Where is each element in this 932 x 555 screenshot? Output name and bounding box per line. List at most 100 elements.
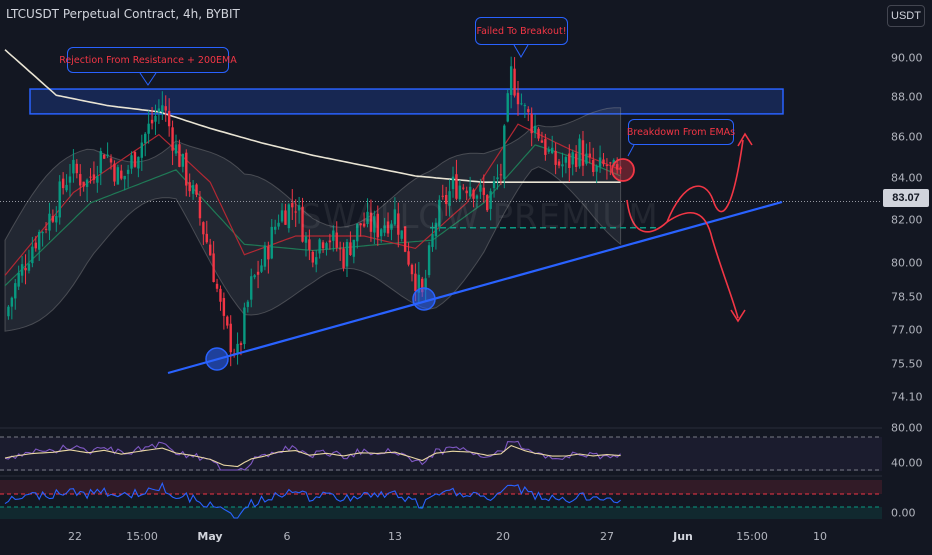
breakdown-callout[interactable]: Breakdown From EMAs	[627, 119, 735, 145]
candle-body	[557, 161, 561, 166]
candle-body	[263, 245, 267, 267]
rsi-band	[0, 437, 882, 471]
candle-body	[332, 230, 335, 241]
candle-body	[68, 176, 72, 183]
candle-body	[458, 185, 462, 200]
candle-body	[475, 195, 479, 199]
price-tick: 82.00	[891, 213, 923, 227]
candle-body	[270, 226, 273, 259]
candle-body	[31, 246, 34, 264]
candle-body	[116, 167, 120, 185]
currency-button[interactable]: USDT	[887, 5, 925, 27]
candle-body	[161, 105, 164, 112]
chart-title: LTCUSDT Perpetual Contract, 4h, BYBIT	[6, 7, 240, 21]
candle-body	[486, 195, 489, 211]
rejection-callout[interactable]: Rejection From Resistance + 200EMA	[59, 47, 237, 73]
trendline-layer	[167, 158, 783, 375]
candle-body	[14, 283, 17, 299]
candle-body	[315, 257, 318, 265]
candle-body	[468, 186, 472, 197]
candle-body	[410, 264, 414, 275]
candle-body	[205, 233, 208, 243]
candle-body	[167, 110, 171, 127]
candle-body	[609, 162, 612, 164]
last-price-label: 83.07	[883, 189, 929, 207]
candle-body	[181, 153, 185, 167]
candle-body	[150, 119, 154, 124]
candle-body	[243, 307, 246, 345]
candle-body	[424, 278, 427, 291]
bearish-projection-path	[666, 212, 739, 319]
candle-body	[349, 242, 352, 255]
candle-body	[585, 153, 588, 164]
candle-body	[462, 187, 465, 189]
oscillator-tick: 80.00	[891, 421, 923, 435]
candle-body	[537, 128, 540, 139]
failed-pointer	[513, 44, 529, 58]
candle-body	[516, 92, 520, 105]
candle-body	[465, 190, 468, 194]
price-tick: 88.00	[891, 90, 923, 104]
candle-body	[568, 153, 571, 169]
candle-body	[359, 223, 362, 226]
candle-body	[260, 265, 263, 272]
candle-body	[267, 246, 270, 260]
candle-body	[438, 199, 441, 227]
candle-body	[366, 211, 369, 225]
candle-body	[209, 244, 212, 256]
candle-body	[38, 231, 41, 250]
candle-body	[414, 273, 417, 292]
candle-body	[595, 165, 598, 172]
bollinger-band-layer	[4, 107, 622, 332]
candle-body	[383, 225, 386, 233]
candle-body	[503, 125, 506, 179]
candle-body	[58, 181, 61, 218]
candle-body	[393, 209, 397, 225]
candle-body	[92, 174, 96, 180]
candle-body	[479, 184, 482, 192]
watermark: SWALLOW PREMIUM	[300, 197, 659, 237]
candle-body	[236, 343, 239, 355]
candle-body	[144, 133, 147, 144]
candle-body	[20, 264, 24, 276]
pane-separators	[0, 200, 882, 477]
time-tick: 13	[388, 530, 402, 543]
candle-body	[397, 213, 400, 235]
price-tick: 80.00	[891, 256, 923, 270]
candle-body	[75, 163, 79, 174]
candle-body	[154, 116, 157, 122]
time-tick: 6	[283, 530, 291, 543]
candle-body	[520, 103, 523, 105]
candle-body	[65, 184, 68, 191]
candle-body	[44, 228, 48, 230]
candle-body	[345, 241, 349, 267]
rsi-signal-line	[4, 444, 621, 468]
failed-breakout-callout[interactable]: Failed To Breakout!	[475, 17, 568, 45]
candle-body	[574, 153, 578, 167]
candle-body	[342, 248, 345, 269]
candle-body	[499, 174, 503, 176]
bullish-arrowhead	[737, 132, 753, 147]
time-tick: 27	[600, 530, 614, 543]
candle-body	[280, 210, 284, 222]
price-tick: 84.00	[891, 171, 923, 185]
candle-body	[239, 343, 243, 345]
candle-body	[615, 164, 619, 170]
candle-body	[297, 205, 301, 211]
support-trendline	[167, 200, 783, 375]
candle-body	[318, 239, 321, 254]
candle-body	[212, 253, 215, 283]
candle-body	[198, 196, 202, 219]
candle-body	[551, 147, 554, 154]
candle-body	[356, 223, 359, 242]
candle-body	[492, 181, 496, 189]
price-tick: 77.00	[891, 323, 923, 337]
candle-body	[133, 152, 137, 167]
candle-body	[403, 226, 407, 252]
candle-body	[294, 211, 297, 213]
candle-body	[79, 174, 82, 186]
candle-body	[431, 234, 434, 247]
price-tick: 74.10	[891, 390, 923, 404]
